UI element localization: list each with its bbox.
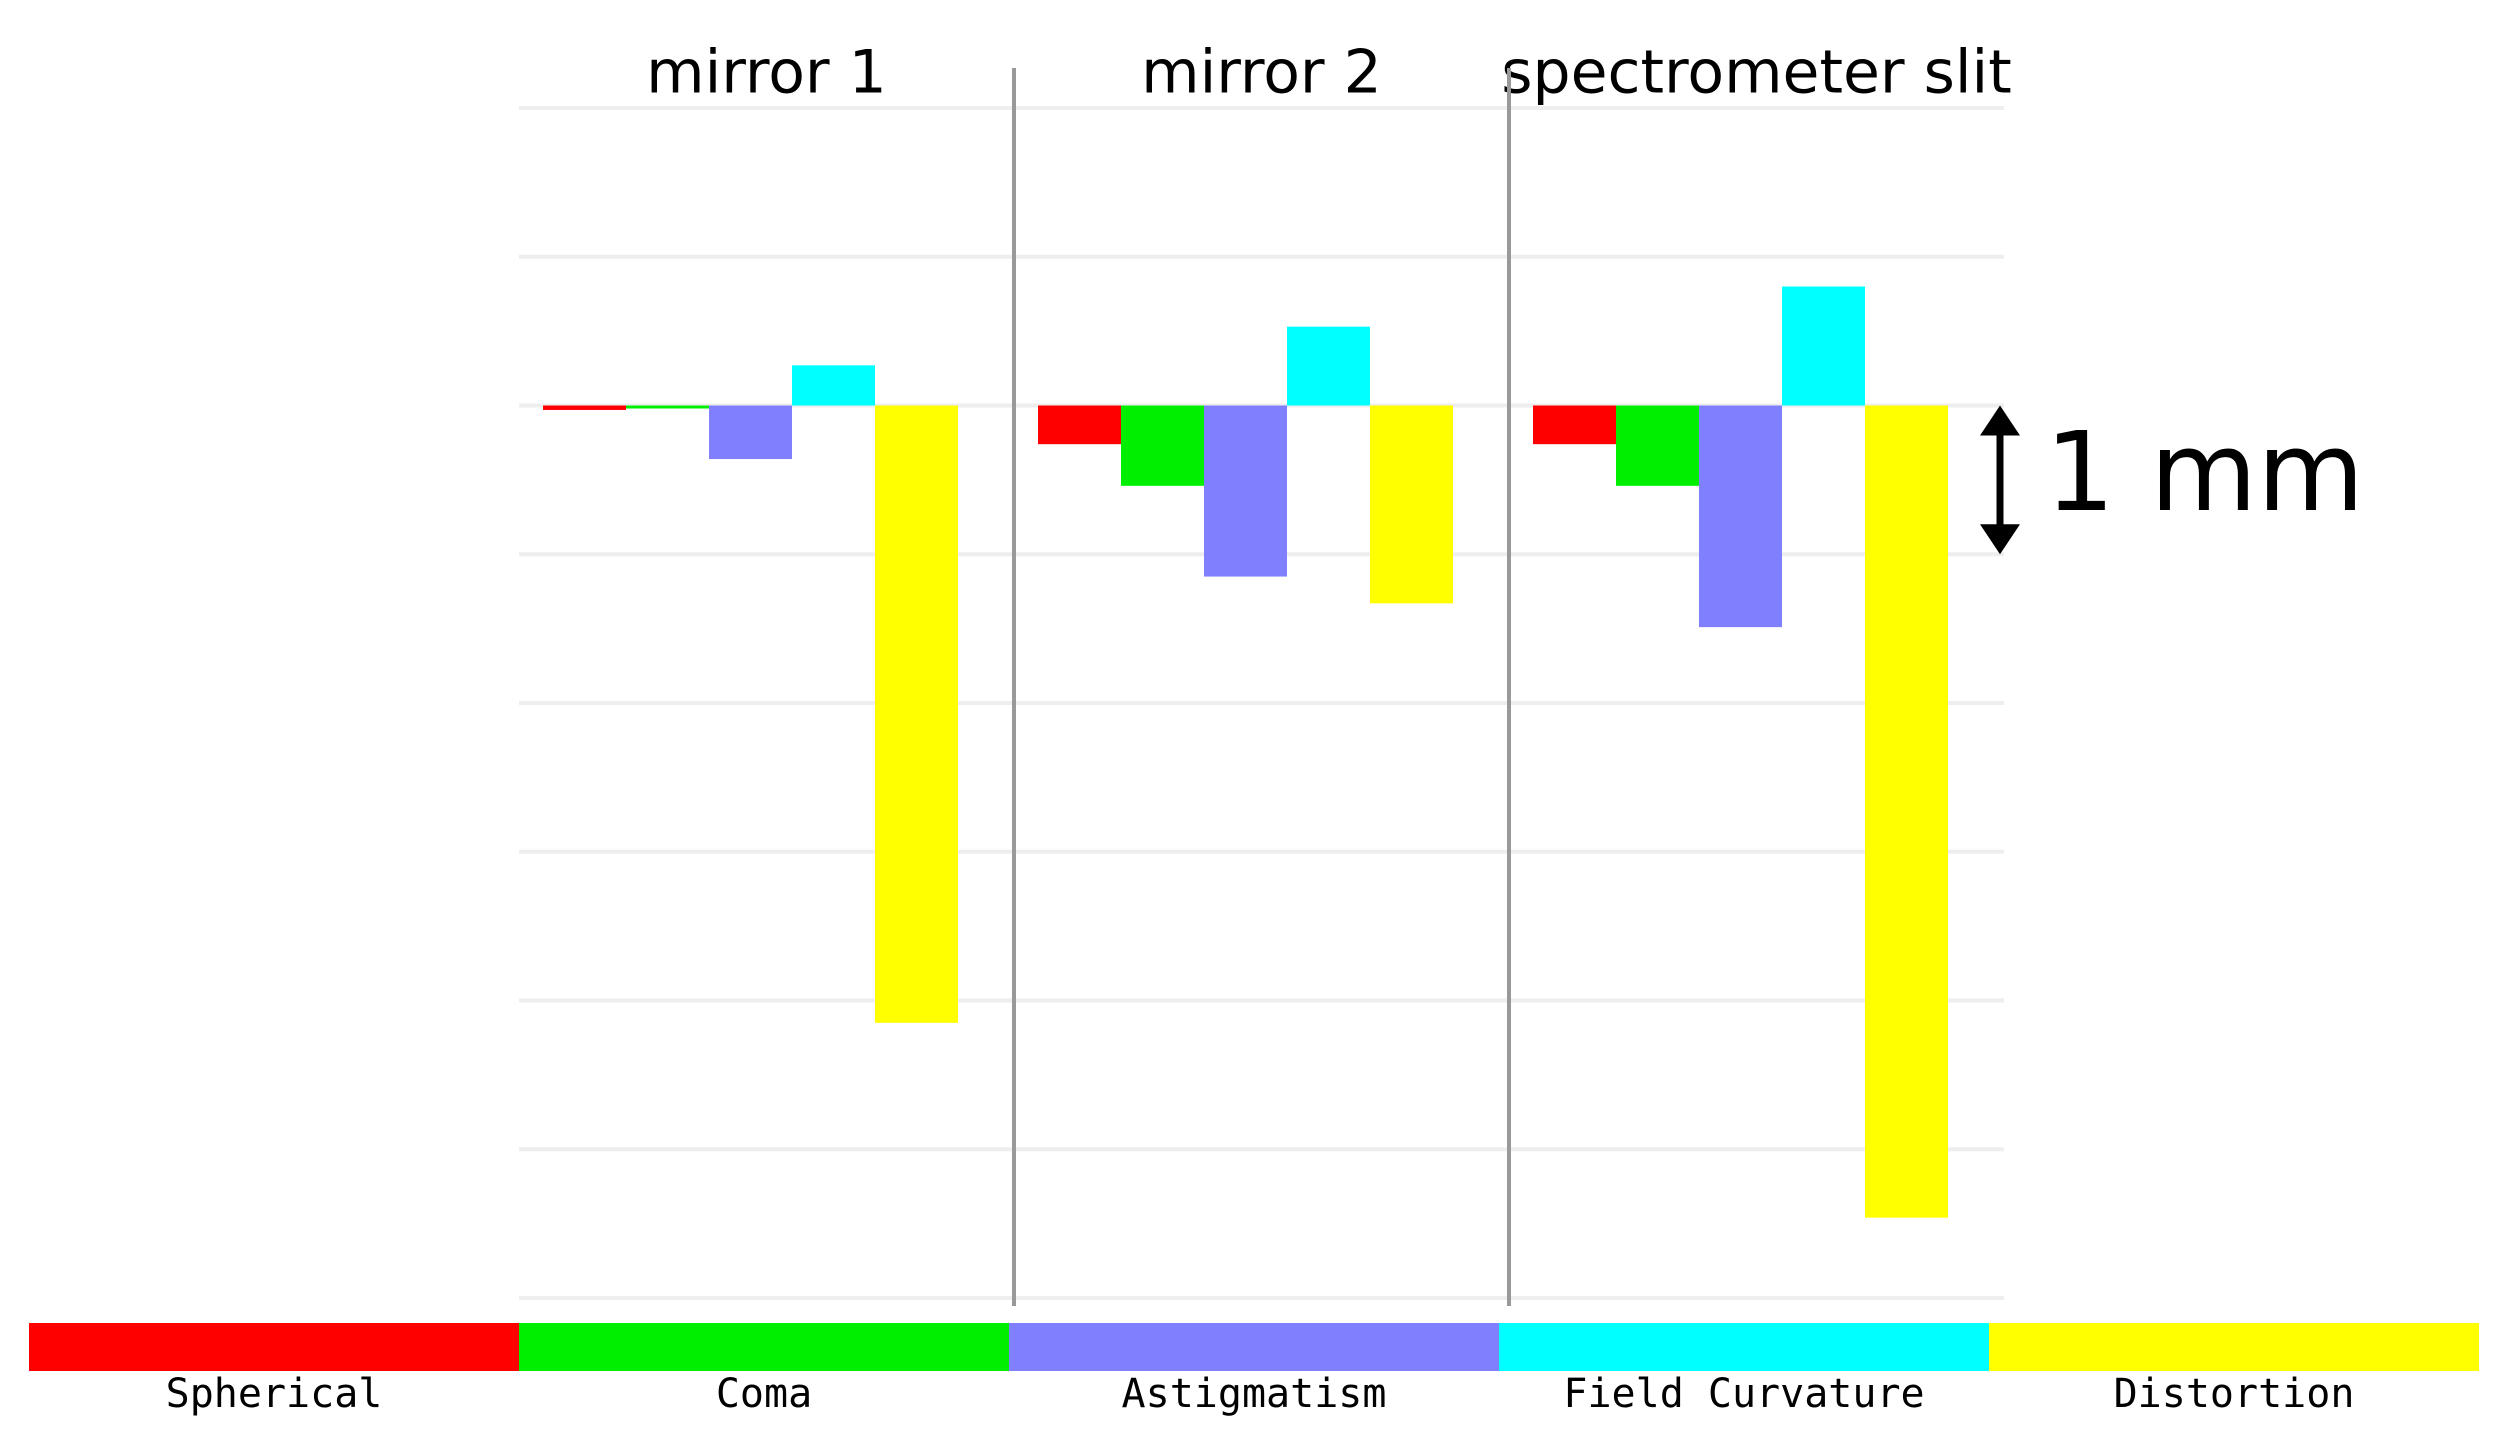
legend-label: Field Curvature — [1563, 1371, 1924, 1417]
bar — [792, 365, 875, 406]
bar — [1699, 405, 1782, 628]
group-title: mirror 1 — [646, 38, 887, 108]
bar — [709, 405, 792, 460]
bar — [1204, 405, 1287, 577]
bar — [1533, 405, 1616, 445]
arrow-head — [1980, 524, 2020, 555]
legend-swatch — [1009, 1323, 1499, 1371]
bar — [543, 405, 626, 410]
bar — [875, 405, 958, 1023]
legend-label: Coma — [716, 1371, 812, 1417]
bar — [1616, 405, 1699, 486]
bar — [626, 405, 709, 409]
group-title: spectrometer slit — [1501, 38, 2012, 108]
bar — [1865, 405, 1948, 1218]
legend-label: Distortion — [2114, 1371, 2355, 1417]
bar — [1038, 405, 1121, 445]
scale-label: 1 mm — [2045, 408, 2364, 536]
bar — [1121, 405, 1204, 486]
bar — [1287, 326, 1370, 406]
legend-swatch — [1989, 1323, 2479, 1371]
arrow-head — [1980, 405, 2020, 436]
legend-label: Spherical — [166, 1371, 383, 1417]
legend-swatch — [1499, 1323, 1989, 1371]
group-title: mirror 2 — [1141, 38, 1382, 108]
bar — [1782, 286, 1865, 406]
legend-label: Astigmatism — [1122, 1371, 1387, 1417]
legend-swatch — [519, 1323, 1009, 1371]
bar — [1370, 405, 1453, 604]
legend-swatch — [29, 1323, 519, 1371]
